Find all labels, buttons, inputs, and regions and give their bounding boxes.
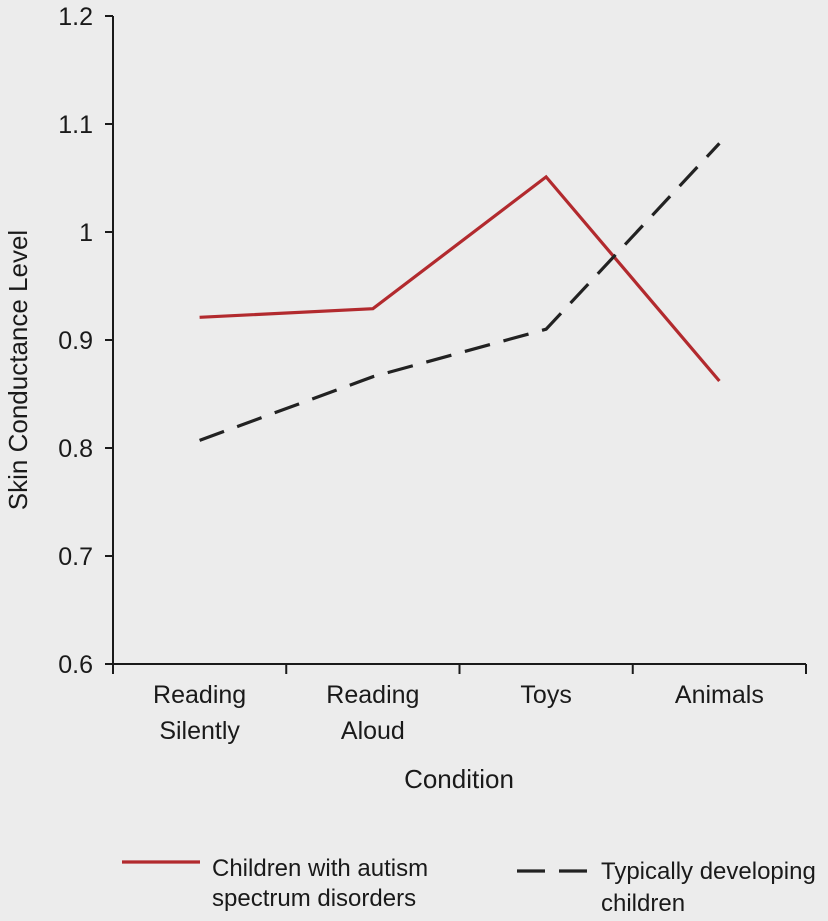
legend-label: Children with autism (212, 855, 428, 882)
y-tick-label: 1 (79, 219, 93, 247)
x-tick-label: Reading (153, 681, 246, 709)
y-tick-label: 0.9 (58, 327, 93, 355)
x-tick-label: Silently (159, 717, 240, 745)
y-tick-label: 1.1 (58, 111, 93, 139)
x-tick-label: Animals (675, 681, 764, 709)
y-axis-title: Skin Conductance Level (3, 230, 33, 510)
legend-label: children (601, 890, 685, 917)
x-tick-label: Toys (520, 681, 571, 709)
y-tick-label: 0.7 (58, 543, 93, 571)
legend-label: Typically developing (601, 858, 816, 885)
y-tick-label: 0.8 (58, 435, 93, 463)
series-line-typically-developing (199, 142, 721, 442)
plot-area: 0.6 0.7 0.8 0.9 1 1.1 1.2 Reading Silently Readin… (3, 3, 807, 794)
y-tick-label: 0.6 (58, 651, 93, 679)
legend-label: spectrum disorders (212, 885, 416, 912)
x-axis-title: Condition (404, 764, 514, 794)
series-line-autism (199, 174, 721, 383)
legend: Children with autism spectrum disorders Ty… (122, 855, 816, 917)
x-tick-label: Reading (326, 681, 419, 709)
x-tick-label: Aloud (341, 717, 405, 745)
y-tick-label: 1.2 (58, 3, 93, 31)
